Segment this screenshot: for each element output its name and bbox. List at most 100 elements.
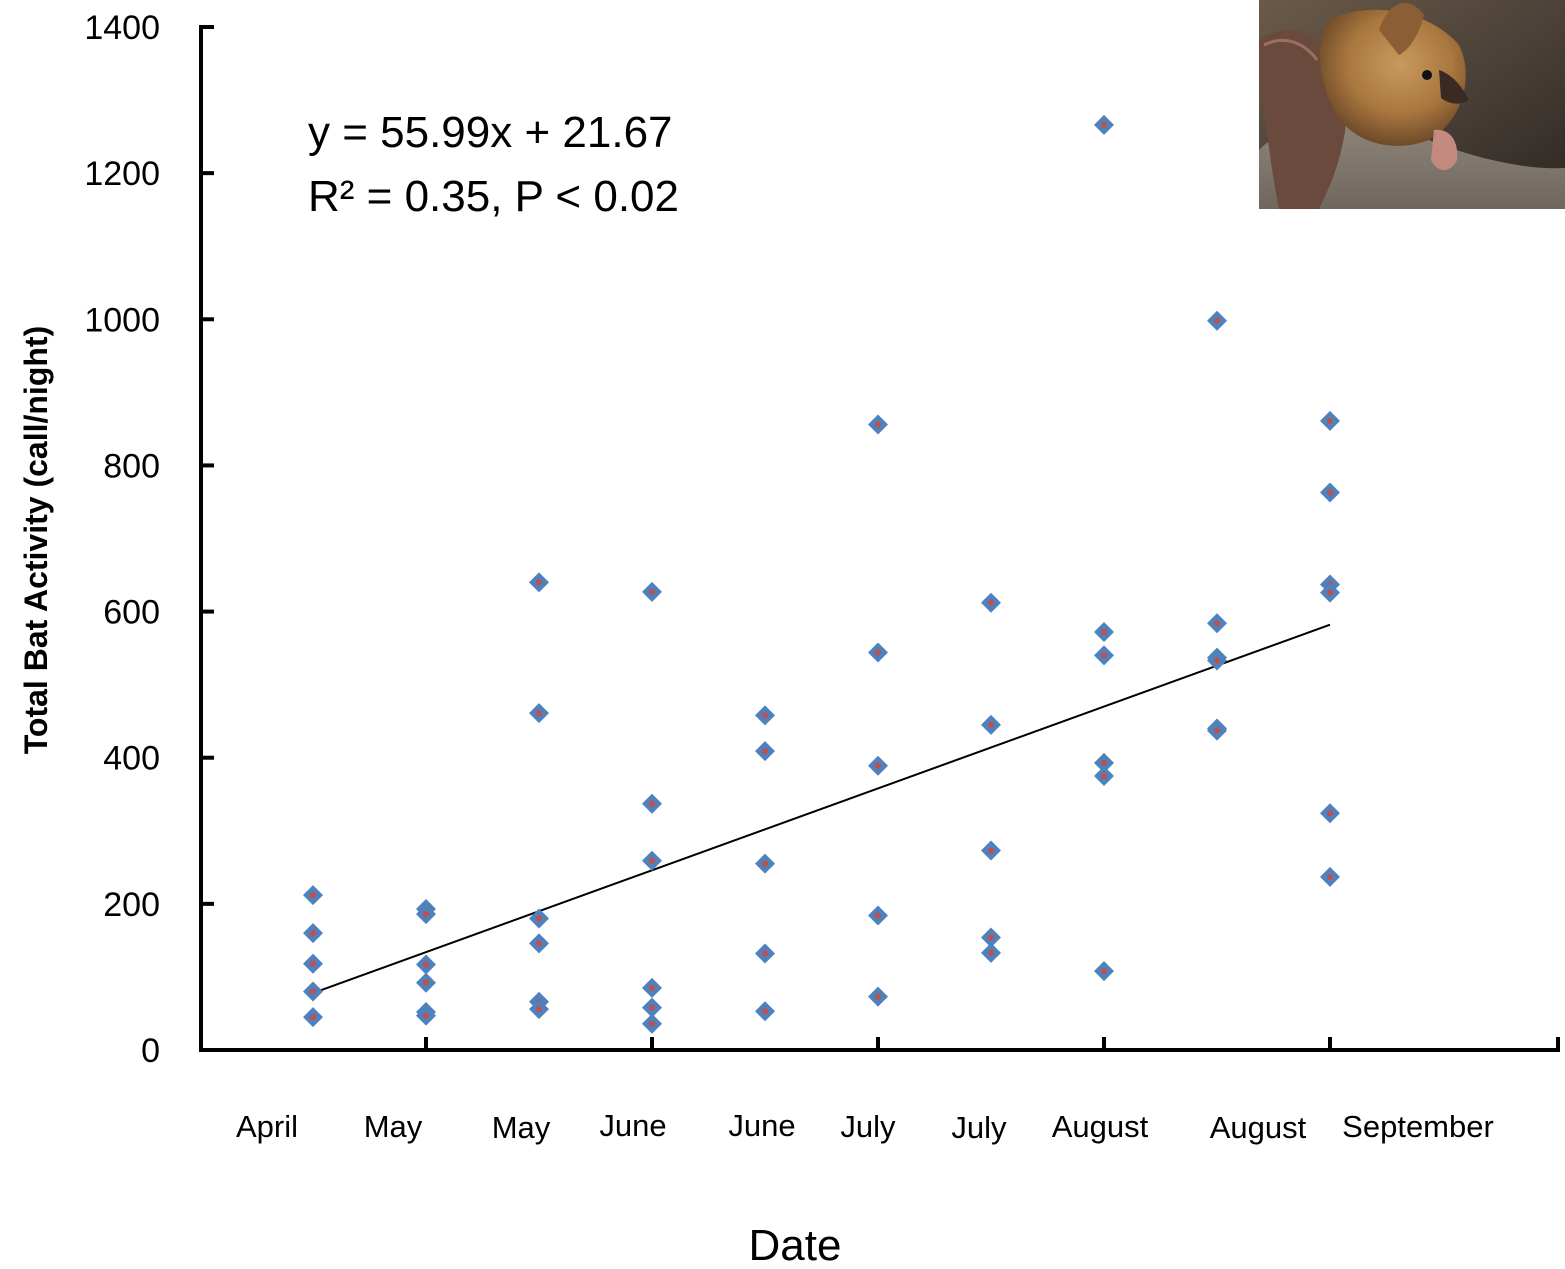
y-tick-label: 200 (103, 886, 160, 924)
point-center (762, 1008, 768, 1015)
point-center (988, 599, 994, 606)
data-point (529, 933, 549, 954)
data-point (868, 905, 888, 926)
point-center (875, 762, 881, 769)
point-center (423, 1012, 429, 1019)
point-center (536, 915, 542, 922)
x-category-label: May (492, 1110, 551, 1145)
data-point (1320, 410, 1340, 431)
point-center (875, 649, 881, 656)
data-point (755, 943, 775, 964)
point-center (875, 912, 881, 919)
data-point (303, 1007, 323, 1028)
y-tick-label: 1400 (84, 9, 160, 47)
point-center (310, 892, 316, 899)
point-center (988, 934, 994, 941)
data-point (1094, 765, 1114, 786)
data-point (303, 953, 323, 974)
y-tick-label: 0 (141, 1032, 160, 1070)
point-center (423, 911, 429, 918)
point-center (310, 960, 316, 967)
data-point (416, 954, 436, 975)
y-tick-label: 800 (103, 447, 160, 485)
data-point (981, 927, 1001, 948)
x-ticks (424, 1037, 1560, 1050)
y-tick-label: 1000 (84, 301, 160, 339)
data-point (303, 923, 323, 944)
point-center (1214, 317, 1220, 324)
x-tick-labels: April May May June June July July August August S… (236, 1108, 1494, 1145)
data-point (981, 592, 1001, 613)
point-center (1214, 657, 1220, 664)
trendline (312, 623, 1331, 994)
point-center (1327, 417, 1333, 424)
point-center (536, 710, 542, 717)
data-point (755, 853, 775, 874)
point-center (762, 712, 768, 719)
equation-annotation: y = 55.99x + 21.67 (308, 108, 673, 157)
y-axis-title: Total Bat Activity (call/night) (18, 326, 54, 754)
point-center (649, 1004, 655, 1011)
point-center (988, 847, 994, 854)
data-point (1207, 613, 1227, 634)
data-point (981, 840, 1001, 861)
point-center (536, 940, 542, 947)
point-center (1327, 589, 1333, 596)
data-point (868, 414, 888, 435)
x-category-label: July (951, 1110, 1007, 1145)
point-center (536, 1006, 542, 1013)
data-point (1094, 622, 1114, 643)
point-center (649, 588, 655, 595)
point-center (423, 979, 429, 986)
data-point (1320, 866, 1340, 887)
point-center (875, 421, 881, 428)
x-category-label: June (728, 1108, 795, 1143)
point-center (649, 857, 655, 864)
data-point (1207, 720, 1227, 741)
y-tick-labels: 0 200 400 600 800 1000 1200 1400 (84, 9, 160, 1070)
data-point (1094, 961, 1114, 982)
point-center (310, 988, 316, 995)
data-point (981, 714, 1001, 735)
y-tick-label: 400 (103, 740, 160, 778)
data-point (303, 885, 323, 906)
point-center (1101, 772, 1107, 779)
point-center (762, 748, 768, 755)
point-center (1214, 620, 1220, 627)
point-center (649, 800, 655, 807)
point-center (988, 949, 994, 956)
y-tick-label: 600 (103, 594, 160, 632)
point-center (536, 579, 542, 586)
point-center (1214, 727, 1220, 734)
data-point (529, 572, 549, 593)
point-center (988, 721, 994, 728)
data-point (642, 977, 662, 998)
x-category-label: August (1052, 1109, 1149, 1144)
point-center (1327, 489, 1333, 496)
point-center (423, 961, 429, 968)
point-center (875, 993, 881, 1000)
x-category-label: June (599, 1108, 666, 1143)
point-center (1101, 759, 1107, 766)
data-point (1320, 482, 1340, 503)
point-center (1101, 629, 1107, 636)
x-category-label: July (840, 1109, 896, 1144)
data-point (868, 755, 888, 776)
data-point (1320, 582, 1340, 603)
data-point (868, 986, 888, 1007)
point-center (310, 930, 316, 937)
point-center (649, 1020, 655, 1027)
data-point (416, 972, 436, 993)
y-tick-label: 1200 (84, 155, 160, 193)
data-point (1094, 645, 1114, 666)
data-point (868, 642, 888, 663)
data-points (303, 114, 1340, 1034)
data-point (1094, 752, 1114, 773)
data-point (529, 999, 549, 1020)
point-center (1101, 968, 1107, 975)
data-point (642, 997, 662, 1018)
data-point (642, 581, 662, 602)
data-point (642, 1013, 662, 1034)
data-point (755, 705, 775, 726)
